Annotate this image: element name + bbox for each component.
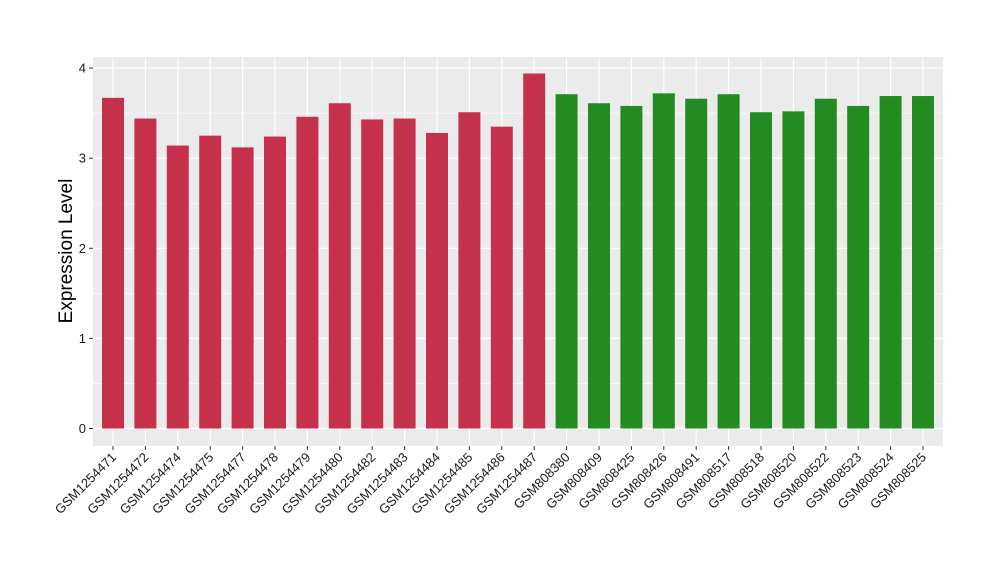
y-tick-label: 2: [79, 241, 86, 256]
bar-GSM808525: [912, 96, 934, 429]
bar-GSM808518: [750, 112, 772, 429]
bar-GSM808520: [782, 111, 805, 429]
bar-GSM808425: [620, 105, 643, 429]
y-axis-title: Expression Level: [56, 179, 77, 324]
x-axis: GSM1254471GSM1254472GSM1254474GSM1254475…: [52, 446, 929, 517]
bar-GSM1254472: [134, 118, 157, 429]
bar-GSM808380: [555, 94, 578, 429]
bar-GSM808524: [879, 96, 902, 429]
bar-GSM1254484: [426, 132, 448, 429]
bar-GSM1254487: [523, 73, 546, 429]
y-tick-label: 0: [79, 421, 86, 436]
y-axis: 0 1 2 3 4: [79, 61, 93, 436]
bar-GSM808523: [847, 105, 870, 429]
bar-GSM1254474: [166, 145, 189, 429]
y-tick-label: 1: [79, 331, 86, 346]
bar-GSM1254483: [393, 118, 416, 429]
bar-GSM808426: [652, 93, 675, 429]
bar-GSM1254480: [328, 103, 351, 429]
bar-GSM808522: [814, 98, 837, 429]
bar-GSM1254477: [231, 147, 254, 429]
y-tick-label: 3: [79, 151, 86, 166]
bar-GSM808491: [685, 98, 708, 429]
y-tick-label: 4: [79, 61, 86, 76]
bars: [102, 73, 934, 429]
bar-GSM1254478: [264, 136, 286, 429]
bar-GSM1254482: [361, 119, 384, 429]
bar-GSM1254485: [458, 112, 481, 429]
bar-GSM1254479: [296, 116, 319, 429]
bar-GSM808517: [717, 94, 740, 429]
bar-GSM1254475: [199, 135, 222, 429]
bar-GSM1254471: [102, 97, 124, 429]
bar-GSM1254486: [490, 126, 513, 429]
bar-GSM808409: [588, 103, 610, 429]
